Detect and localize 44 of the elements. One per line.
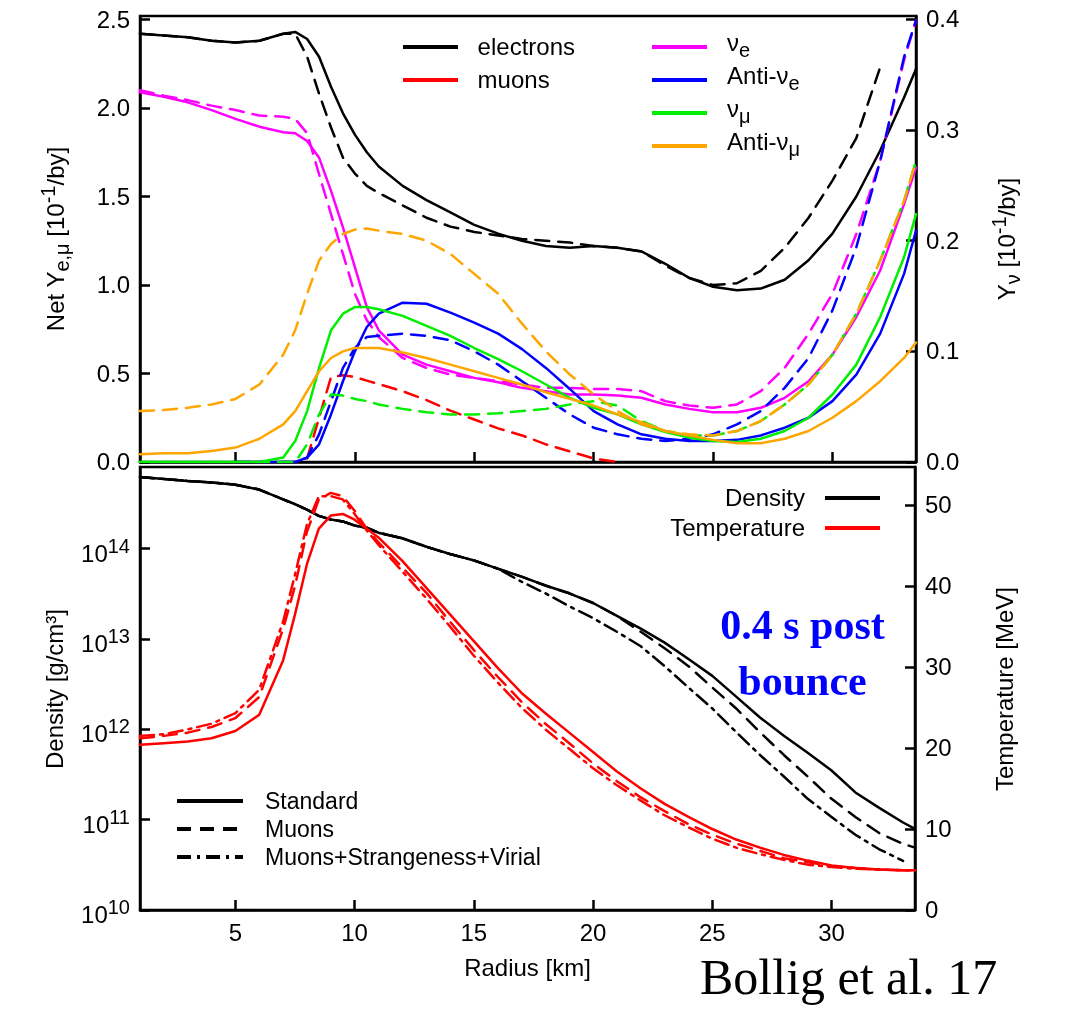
y-tick-label: 1.0	[96, 271, 130, 300]
legend-label: Density	[724, 484, 805, 512]
legend-label: Anti-ν$_{μ}$	[727, 128, 800, 162]
y-tick-label: 2.0	[96, 94, 130, 123]
y-tick-label: 0.5	[96, 359, 130, 388]
annotation: Muons	[265, 815, 335, 843]
x-axis-title: Radius [km]	[464, 954, 591, 982]
y-tick-label: 10$^{13}$	[81, 623, 130, 658]
annotation: 0.4 s post bounce	[719, 601, 886, 706]
y2-tick-label: 10	[925, 815, 952, 843]
y2-tick-label: 0.0	[926, 448, 960, 476]
y2-tick-label: 0.1	[926, 337, 960, 366]
y-axis-title: Density [g/cm³]	[41, 608, 69, 769]
x-tick-label: 5	[228, 918, 243, 946]
y2-axis-title: Temperature [MeV]	[991, 586, 1019, 791]
y2-tick-label: 0.4	[926, 5, 960, 34]
y-tick-label: 10$^{11}$	[82, 804, 130, 839]
x-tick-label: 30	[818, 918, 845, 946]
y2-tick-label: 30	[925, 653, 952, 682]
legend-label: electrons	[477, 32, 575, 61]
annotation: Standard	[265, 787, 359, 815]
y2-tick-label: 0.3	[926, 115, 960, 144]
y-tick-label: 2.5	[96, 5, 130, 34]
y-tick-label: 10$^{12}$	[81, 714, 130, 749]
legend-label: ν$_{e}$	[727, 29, 751, 63]
legend-label: ν$_{μ}$	[727, 95, 751, 129]
x-tick-label: 20	[579, 918, 607, 946]
y-tick-label: 10$^{14}$	[81, 533, 130, 568]
y2-tick-label: 40	[925, 572, 952, 601]
legend-label: Temperature	[670, 514, 805, 542]
y2-tick-label: 0	[925, 896, 939, 924]
y-tick-label: 0.0	[96, 448, 130, 476]
y2-tick-label: 20	[925, 734, 952, 763]
y-tick-label: 1.5	[96, 182, 130, 211]
annotation: Muons+Strangeness+Virial	[265, 843, 541, 871]
y2-tick-label: 50	[925, 491, 952, 520]
text: Bollig et al. 17	[700, 948, 998, 1007]
x-tick-label: 15	[460, 918, 488, 946]
x-tick-label: 25	[698, 918, 726, 946]
y-tick-label: 10$^{10}$	[81, 895, 130, 929]
legend-label: muons	[477, 65, 550, 94]
legend-label: Anti-ν$_{e}$	[727, 62, 800, 96]
y2-tick-label: 0.2	[926, 226, 960, 255]
x-tick-label: 10	[341, 918, 368, 946]
